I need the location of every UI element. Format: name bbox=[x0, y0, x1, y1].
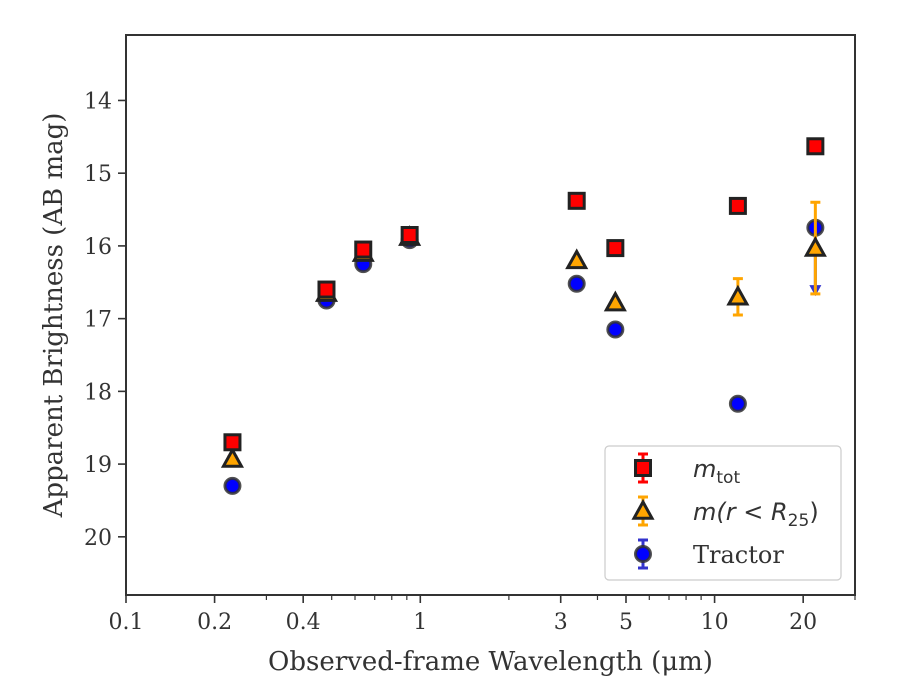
data-point bbox=[603, 290, 627, 312]
x-tick-label: 1 bbox=[413, 610, 427, 635]
legend-label-subscript: tot bbox=[716, 468, 740, 488]
axis-ticks-layer: 0.1 0.2 0.4 1 3 5 10 20 14 15 16 17 18 19 20 bbox=[84, 89, 856, 635]
x-tick-label: 0.1 bbox=[109, 610, 144, 635]
data-point bbox=[565, 248, 589, 270]
data-point bbox=[567, 274, 586, 293]
y-tick-label: 19 bbox=[84, 453, 112, 478]
y-tick-label: 15 bbox=[84, 162, 112, 187]
legend-label: m(r < R25) bbox=[693, 498, 819, 531]
x-tick-label: 0.4 bbox=[286, 610, 321, 635]
y-tick-label: 16 bbox=[84, 235, 112, 260]
legend-marker bbox=[634, 459, 652, 477]
data-point bbox=[728, 196, 747, 215]
legend-box bbox=[604, 445, 842, 581]
y-tick-label: 14 bbox=[84, 89, 112, 114]
data-point bbox=[728, 394, 747, 413]
data-point bbox=[567, 191, 586, 210]
y-tick-label: 20 bbox=[84, 526, 112, 551]
x-tick-label: 20 bbox=[789, 610, 817, 635]
legend-label-tail: ) bbox=[809, 498, 818, 526]
data-point bbox=[803, 236, 827, 257]
x-tick-label: 0.2 bbox=[197, 610, 232, 635]
data-point bbox=[354, 240, 373, 259]
data-points-layer bbox=[220, 137, 827, 495]
data-point bbox=[726, 284, 750, 306]
x-tick-label: 3 bbox=[554, 610, 568, 635]
data-point bbox=[400, 226, 419, 244]
data-point bbox=[806, 137, 825, 156]
x-tick-label: 5 bbox=[619, 610, 633, 635]
legend-label-expr: (r < R bbox=[716, 498, 787, 526]
legend-label: Tractor bbox=[693, 541, 784, 569]
plot-frame bbox=[125, 34, 856, 596]
data-point bbox=[606, 320, 625, 339]
y-axis-label: Apparent Brightness (AB mag) bbox=[39, 113, 69, 519]
legend-marker bbox=[631, 498, 655, 520]
legend-label-subscript: 25 bbox=[788, 511, 810, 531]
legend-label-symbol: m bbox=[693, 498, 716, 526]
x-tick-label: 10 bbox=[701, 610, 729, 635]
data-point bbox=[220, 446, 245, 468]
data-point bbox=[606, 239, 625, 258]
data-point bbox=[223, 476, 242, 495]
legend-label-symbol: m bbox=[693, 455, 716, 483]
y-tick-label: 17 bbox=[84, 308, 112, 333]
series-square bbox=[223, 137, 825, 452]
data-point bbox=[223, 433, 242, 452]
y-tick-label: 18 bbox=[84, 380, 112, 405]
series-triangle bbox=[220, 200, 827, 468]
legend-marker bbox=[634, 545, 652, 563]
data-point bbox=[317, 280, 336, 299]
x-axis-label: Observed-frame Wavelength (μm) bbox=[268, 647, 713, 677]
legend-label: mtot bbox=[693, 455, 740, 488]
